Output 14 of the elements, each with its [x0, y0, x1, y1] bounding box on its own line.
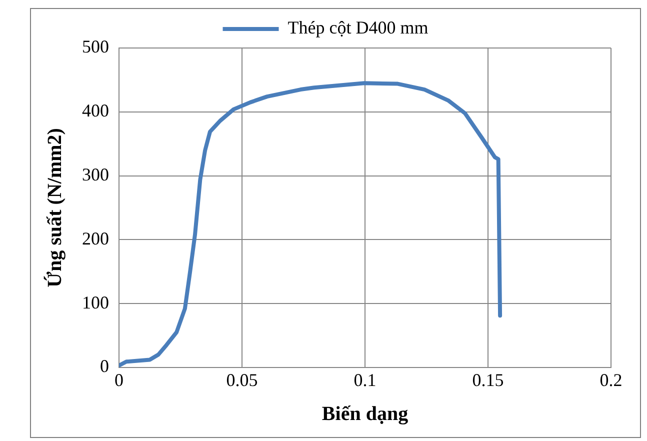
y-axis-title: Ứng suất (N/mm2)	[43, 128, 66, 288]
y-tick-label: 200	[82, 228, 109, 248]
y-tick-label: 400	[82, 100, 109, 121]
x-tick-label: 0.15	[472, 370, 504, 390]
x-tick-label: 0.05	[226, 370, 258, 390]
x-tick-label: 0.1	[354, 370, 376, 390]
y-tick-label: 0	[100, 356, 109, 376]
y-tick-label: 500	[82, 36, 109, 57]
x-axis-title: Biến dạng	[322, 403, 408, 426]
x-tick-label: 0	[114, 370, 124, 390]
legend-label: Thép cột D400 mm	[288, 18, 428, 38]
y-tick-label: 300	[82, 164, 109, 184]
x-tick-label: 0.2	[600, 370, 622, 390]
y-tick-label: 100	[82, 292, 109, 312]
